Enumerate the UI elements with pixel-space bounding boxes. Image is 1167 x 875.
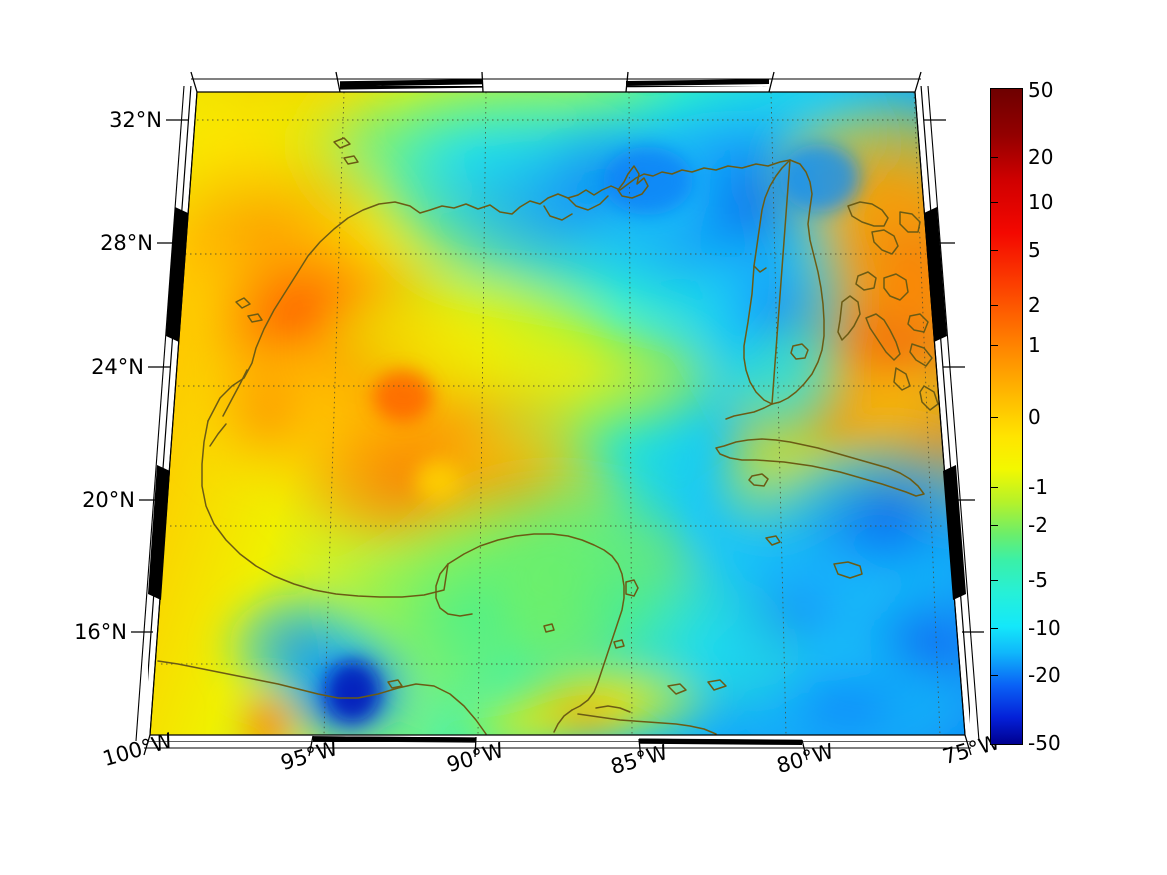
map-svg — [148, 86, 970, 742]
colorbar-tick-1 — [990, 345, 998, 346]
lat-tick-label-20n: 20°N — [82, 488, 135, 512]
colorbar-label-neg20: -20 — [1028, 663, 1061, 687]
lon-tick-label-90w: 90°W — [444, 738, 507, 778]
colorbar-label-neg50: -50 — [1028, 731, 1061, 755]
colorbar-tick-0 — [990, 417, 998, 418]
coastlines — [157, 137, 939, 735]
lon-tick-label-80w: 80°W — [774, 739, 837, 779]
colorbar-label-5: 5 — [1028, 238, 1041, 262]
colorbar-tick-10 — [990, 202, 998, 203]
colorbar-label-neg5: -5 — [1028, 568, 1048, 592]
colorbar-label-10: 10 — [1028, 190, 1054, 214]
colorbar-tick-neg2 — [990, 525, 998, 526]
colorbar[interactable] — [990, 88, 1023, 745]
scalar-field-raster — [150, 92, 965, 735]
colorbar-label-neg10: -10 — [1028, 616, 1061, 640]
colorbar-tick-neg1 — [990, 487, 998, 488]
colorbar-label-50: 50 — [1028, 78, 1054, 102]
map-plot-area[interactable] — [148, 86, 970, 742]
colorbar-tick-5 — [990, 250, 998, 251]
colorbar-label-2: 2 — [1028, 293, 1041, 317]
lat-tick-label-16n: 16°N — [74, 620, 127, 644]
colorbar-label-20: 20 — [1028, 145, 1054, 169]
lat-tick-label-28n: 28°N — [100, 231, 153, 255]
colorbar-tick-neg5 — [990, 580, 998, 581]
colorbar-tick-2 — [990, 305, 998, 306]
colorbar-label-neg1: -1 — [1028, 475, 1048, 499]
lon-tick-label-100w: 100°W — [100, 728, 176, 772]
colorbar-label-1: 1 — [1028, 333, 1041, 357]
colorbar-gradient — [991, 89, 1022, 744]
colorbar-label-0: 0 — [1028, 405, 1041, 429]
colorbar-tick-20 — [990, 157, 998, 158]
lon-tick-label-85w: 85°W — [608, 740, 671, 780]
colorbar-tick-neg10 — [990, 628, 998, 629]
colorbar-label-neg2: -2 — [1028, 513, 1048, 537]
colorbar-tick-neg20 — [990, 675, 998, 676]
lat-tick-label-24n: 24°N — [91, 355, 144, 379]
lat-tick-label-32n: 32°N — [109, 108, 162, 132]
